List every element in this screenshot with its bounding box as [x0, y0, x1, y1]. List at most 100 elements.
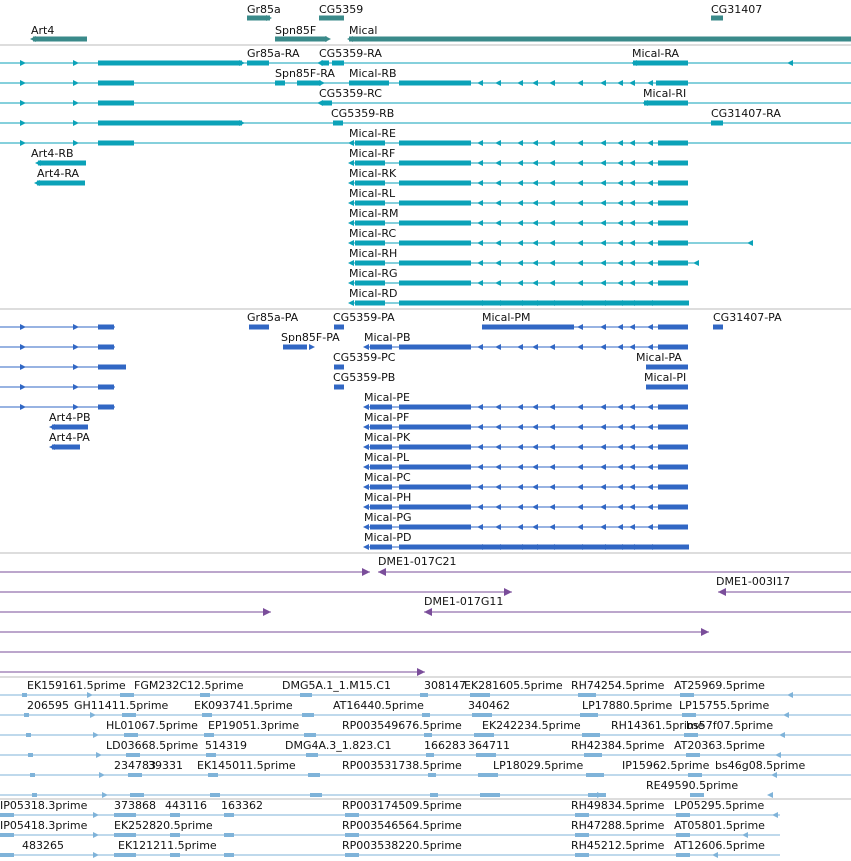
cds-track-label[interactable]: Mical-PG	[364, 511, 412, 524]
exon-block[interactable]	[332, 60, 344, 66]
exon-block[interactable]	[399, 240, 471, 246]
est-track-2-label[interactable]: AT12606.5prime	[674, 839, 765, 852]
est-track-2-label[interactable]: RH47288.5prime	[571, 819, 665, 832]
cds-track-label[interactable]: Mical-PC	[364, 471, 411, 484]
exon-block[interactable]	[658, 180, 688, 186]
exon-block[interactable]	[370, 404, 392, 410]
exon-block[interactable]	[114, 853, 136, 857]
clone-track-label[interactable]: DME1-017C21	[378, 555, 457, 568]
transcript-track-label[interactable]: Mical-RK	[349, 167, 397, 180]
exon-block[interactable]	[474, 733, 494, 737]
cds-track-label[interactable]: Art4-PB	[49, 411, 91, 424]
exon-block[interactable]	[126, 753, 140, 757]
est-track-1-label[interactable]: EP19051.3prime	[208, 719, 299, 732]
est-track-2-label[interactable]: 163362	[221, 799, 263, 812]
exon-block[interactable]	[98, 404, 114, 410]
exon-block[interactable]	[575, 853, 589, 857]
exon-block[interactable]	[578, 693, 596, 697]
est-track-2-label[interactable]: RP003546564.5prime	[342, 819, 462, 832]
exon-block[interactable]	[399, 524, 471, 530]
transcript-track-label[interactable]: CG31407-RA	[711, 107, 781, 120]
exon-block[interactable]	[684, 733, 698, 737]
exon-block[interactable]	[680, 693, 694, 697]
exon-block[interactable]	[399, 404, 471, 410]
exon-block[interactable]	[304, 733, 316, 737]
exon-block[interactable]	[399, 544, 689, 550]
exon-block[interactable]	[208, 773, 218, 777]
exon-block[interactable]	[321, 60, 329, 66]
exon-block[interactable]	[297, 80, 321, 86]
est-track-1-label[interactable]: 234783	[114, 759, 156, 772]
exon-block[interactable]	[334, 324, 344, 330]
exon-block[interactable]	[370, 424, 392, 430]
exon-block[interactable]	[470, 693, 490, 697]
exon-block[interactable]	[345, 853, 359, 857]
est-track-1-label[interactable]: RH14361.5prime	[611, 719, 705, 732]
exon-block[interactable]	[37, 180, 85, 186]
cds-track-label[interactable]: Spn85F-PA	[281, 331, 340, 344]
clone-track-label[interactable]: DME1-003I17	[716, 575, 790, 588]
exon-block[interactable]	[98, 140, 134, 146]
transcript-track-label[interactable]: Mical-RL	[349, 187, 396, 200]
est-track-1-label[interactable]: LD03668.5prime	[106, 739, 198, 752]
exon-block[interactable]	[399, 464, 471, 470]
exon-block[interactable]	[114, 813, 136, 817]
exon-block[interactable]	[422, 713, 430, 717]
exon-block[interactable]	[658, 200, 688, 206]
exon-block[interactable]	[170, 853, 180, 857]
est-track-2-label[interactable]: AT05801.5prime	[674, 819, 765, 832]
exon-block[interactable]	[658, 404, 688, 410]
gene-span-track-label[interactable]: CG31407	[711, 3, 762, 16]
exon-block[interactable]	[690, 793, 704, 797]
exon-block[interactable]	[120, 693, 134, 697]
exon-block[interactable]	[170, 833, 180, 837]
exon-block[interactable]	[420, 693, 428, 697]
exon-block[interactable]	[658, 484, 688, 490]
transcript-track-label[interactable]: Mical-RA	[632, 47, 680, 60]
exon-block[interactable]	[345, 833, 359, 837]
exon-block[interactable]	[676, 813, 690, 817]
cds-track-label[interactable]: CG5359-PA	[333, 311, 395, 324]
exon-block[interactable]	[98, 80, 134, 86]
est-track-1-label[interactable]: LP18029.5prime	[493, 759, 584, 772]
exon-block[interactable]	[676, 853, 690, 857]
exon-block[interactable]	[658, 240, 688, 246]
est-track-1-label[interactable]: FGM232C12.5prime	[134, 679, 244, 692]
exon-block[interactable]	[302, 713, 314, 717]
transcript-track-label[interactable]: Mical-RM	[349, 207, 399, 220]
exon-block[interactable]	[249, 324, 269, 330]
exon-block[interactable]	[658, 504, 688, 510]
transcript-track-label[interactable]: Mical-RG	[349, 267, 398, 280]
est-track-1-label[interactable]: 364711	[468, 739, 510, 752]
exon-block[interactable]	[582, 733, 600, 737]
exon-block[interactable]	[370, 504, 392, 510]
est-track-2-label[interactable]: 443116	[165, 799, 207, 812]
est-track-2-label[interactable]: 483265	[22, 839, 64, 852]
est-track-1-label[interactable]: LP17880.5prime	[582, 699, 673, 712]
exon-block[interactable]	[370, 484, 392, 490]
exon-block[interactable]	[370, 464, 392, 470]
est-track-2-label[interactable]: EK121211.5prime	[118, 839, 217, 852]
transcript-track-label[interactable]: Mical-RD	[349, 287, 397, 300]
exon-block[interactable]	[399, 80, 471, 86]
exon-block[interactable]	[658, 160, 688, 166]
transcript-track-label[interactable]: Gr85a-RA	[247, 47, 300, 60]
exon-block[interactable]	[399, 180, 471, 186]
est-track-1-label[interactable]: IP15962.5prime	[622, 759, 710, 772]
exon-block[interactable]	[300, 693, 312, 697]
exon-block[interactable]	[656, 80, 688, 86]
exon-block[interactable]	[224, 813, 234, 817]
est-track-1-label[interactable]: EK242234.5prime	[482, 719, 581, 732]
cds-track-label[interactable]: Mical-PF	[364, 411, 409, 424]
est-track-1-label[interactable]: bs46g08.5prime	[715, 759, 805, 772]
transcript-track-label[interactable]: Mical-RC	[349, 227, 396, 240]
est-track-1-label[interactable]: DMG5A.1_1.M15.C1	[282, 679, 391, 692]
exon-block[interactable]	[308, 773, 320, 777]
exon-block[interactable]	[658, 280, 688, 286]
cds-track-label[interactable]: Mical-PI	[644, 371, 686, 384]
transcript-track-label[interactable]: Mical-RB	[349, 67, 397, 80]
est-track-1-label[interactable]: EK281605.5prime	[464, 679, 563, 692]
exon-block[interactable]	[658, 424, 688, 430]
exon-block[interactable]	[476, 753, 496, 757]
exon-block[interactable]	[711, 120, 723, 126]
